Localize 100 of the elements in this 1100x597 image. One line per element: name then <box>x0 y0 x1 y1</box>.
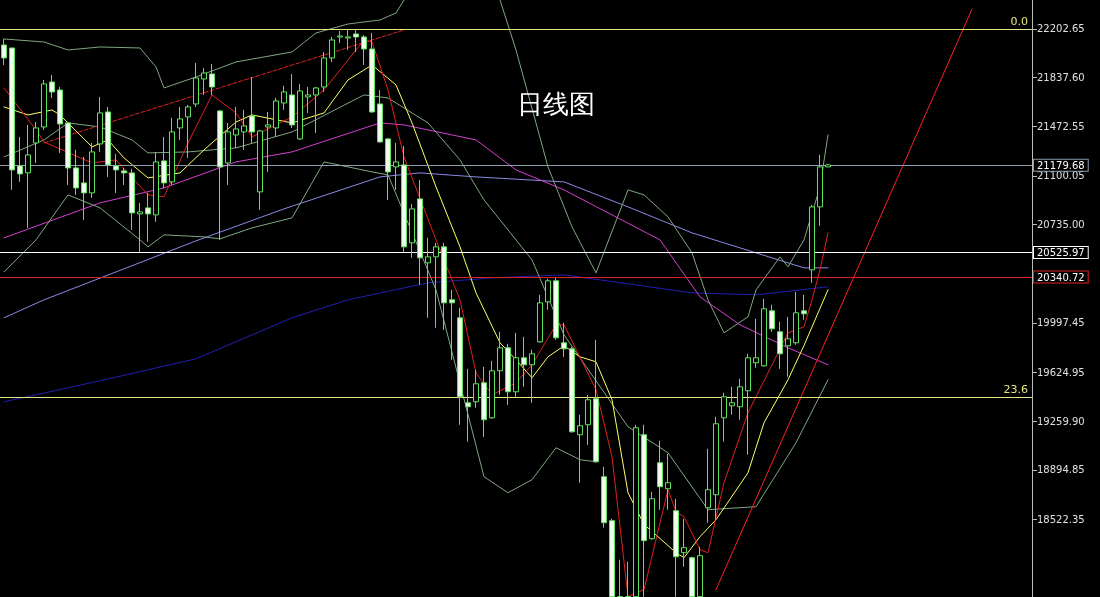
candlestick <box>289 73 295 129</box>
annotation: 23.6 <box>1003 382 1029 396</box>
candlestick <box>73 149 79 196</box>
candlestick <box>649 491 655 541</box>
candlestick <box>785 316 791 378</box>
candlestick <box>9 47 15 191</box>
candlestick <box>577 414 583 484</box>
candlestick <box>145 192 151 243</box>
candlestick <box>97 96 103 153</box>
ref-line-label: 20525.97 <box>1037 246 1085 258</box>
y-tick-label: 22202.65 <box>1037 23 1085 35</box>
y-tick-label: 21100.05 <box>1037 170 1085 182</box>
candlestick <box>481 366 487 438</box>
candlestick <box>313 86 319 134</box>
candlestick <box>57 86 63 154</box>
candlestick <box>129 168 135 231</box>
candlestick <box>329 36 335 63</box>
candlestick <box>777 321 783 370</box>
candlestick <box>513 332 519 398</box>
candlestick <box>409 203 415 259</box>
candlestick <box>705 448 711 524</box>
candlestick <box>729 386 735 416</box>
candlestick <box>297 83 303 141</box>
candlestick <box>793 291 799 346</box>
candlestick <box>361 34 367 66</box>
candlestick <box>561 322 567 358</box>
candlestick <box>369 32 375 114</box>
candlestick <box>721 392 727 443</box>
candlestick <box>585 394 591 446</box>
candlestick <box>617 559 623 597</box>
candlestick <box>489 360 495 420</box>
candlestick <box>609 518 615 597</box>
candlestick <box>417 179 423 286</box>
candlestick <box>305 86 311 114</box>
candlestick <box>169 117 175 186</box>
annotation: 0.0 <box>1010 14 1029 28</box>
candlestick <box>161 136 167 189</box>
y-tick-label: 19624.95 <box>1037 366 1085 378</box>
line-series <box>3 122 829 366</box>
candlestick <box>113 153 119 194</box>
candlestick <box>1 38 7 66</box>
candlestick <box>633 424 639 597</box>
candlestick <box>345 28 351 51</box>
candlestick <box>25 124 31 229</box>
candlestick <box>137 202 143 253</box>
candlestick <box>665 453 671 511</box>
candlestick <box>825 163 831 168</box>
candlestick <box>273 97 279 138</box>
candlestick <box>257 129 263 211</box>
candlestick <box>801 294 807 321</box>
candlestick <box>217 109 223 241</box>
candlestick <box>497 331 503 396</box>
candlestick <box>545 278 551 311</box>
candlestick <box>233 106 239 149</box>
line-series <box>499 0 829 334</box>
candlestick <box>457 307 463 426</box>
y-tick-label: 21837.60 <box>1037 72 1085 84</box>
line-series <box>3 172 829 319</box>
y-tick-label: 19997.45 <box>1037 317 1085 329</box>
candlestick <box>553 277 559 341</box>
candlestick <box>89 142 95 199</box>
candlestick <box>537 294 543 344</box>
candlestick <box>121 167 127 186</box>
candlestick <box>385 137 391 201</box>
candlestick <box>433 242 439 329</box>
candlestick <box>177 106 183 141</box>
candlestick <box>473 369 479 409</box>
candlestick <box>569 346 575 434</box>
candlestick <box>105 106 111 178</box>
candlestick <box>641 424 647 597</box>
candlestick <box>353 28 359 53</box>
candlestick <box>465 368 471 443</box>
candlestick <box>17 136 23 183</box>
candlestick <box>601 466 607 529</box>
candlestick <box>681 518 687 568</box>
ref-line-label: 21179.68 <box>1037 159 1085 171</box>
y-tick-label: 20735.00 <box>1037 219 1085 231</box>
candlestick <box>193 62 199 108</box>
candlestick <box>81 156 87 221</box>
line-series <box>3 0 405 89</box>
candlestick <box>737 378 743 421</box>
candlestick <box>593 339 599 464</box>
candlestick <box>761 298 767 368</box>
y-tick-label: 21472.55 <box>1037 120 1085 132</box>
candlestick <box>225 122 231 186</box>
candlestick <box>505 343 511 406</box>
line-series <box>3 274 829 403</box>
candlestick <box>401 145 407 253</box>
candlestick <box>393 142 399 191</box>
candlestick <box>625 561 631 597</box>
candlestick <box>769 304 775 333</box>
text: 日线图 <box>517 89 595 119</box>
candlestick <box>809 204 815 284</box>
candlestick <box>521 336 527 388</box>
y-tick-label: 18894.85 <box>1037 464 1085 476</box>
candlestick <box>697 546 703 597</box>
candlestick <box>41 79 47 131</box>
candlestick <box>185 104 191 159</box>
candlestick <box>249 76 255 144</box>
candlestick <box>65 121 71 186</box>
